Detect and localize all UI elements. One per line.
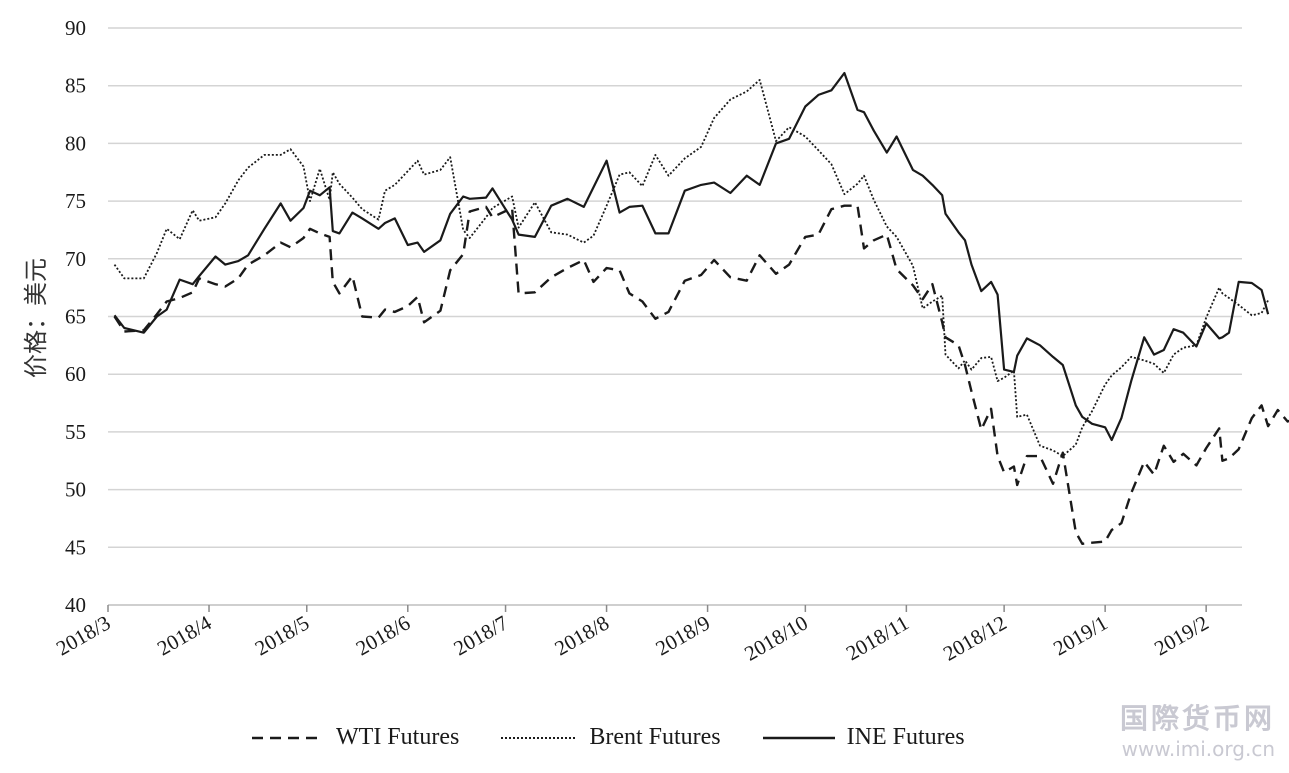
legend-label-brent: Brent Futures <box>589 724 721 750</box>
y-tick-label: 85 <box>65 74 86 98</box>
y-tick-label: 70 <box>65 247 86 271</box>
watermark-url: www.imi.org.cn <box>1121 737 1275 761</box>
y-tick-label: 90 <box>65 16 86 40</box>
x-tick-label: 2018/5 <box>251 611 314 661</box>
legend-label-wti: WTI Futures <box>336 724 460 750</box>
x-axis-ticks: 2018/3 2018/4 2018/5 2018/6 2018/7 2018/8 2018… <box>52 605 1213 666</box>
grid-lines <box>108 27 1242 549</box>
watermark-brand: 国際货币网 <box>1119 702 1275 735</box>
y-tick-label: 50 <box>65 478 86 502</box>
legend-item-ine: INE Futures <box>761 724 965 751</box>
series-line-brent <box>113 79 1269 457</box>
legend: WTI Futures Brent Futures INE Futures <box>250 724 965 751</box>
y-tick-label: 65 <box>65 305 86 329</box>
y-axis-ticks: 40 45 50 55 60 65 70 75 80 85 90 <box>65 16 86 617</box>
x-tick-label: 2018/9 <box>652 611 715 661</box>
legend-swatch-dashed <box>252 736 324 739</box>
y-tick-label: 40 <box>65 593 86 617</box>
legend-item-brent: Brent Futures <box>499 724 721 751</box>
y-tick-label: 55 <box>65 420 86 444</box>
legend-swatch-dotted <box>501 736 578 739</box>
x-tick-label: 2018/7 <box>450 611 513 661</box>
watermark: 国際货币网 www.imi.org.cn <box>1120 697 1275 761</box>
y-tick-label: 60 <box>65 362 86 386</box>
x-tick-label: 2018/4 <box>153 610 216 660</box>
x-tick-label: 2019/1 <box>1049 611 1112 661</box>
legend-swatch-solid <box>762 736 835 739</box>
series-line-ine <box>113 71 1270 442</box>
x-tick-label: 2018/10 <box>740 611 812 666</box>
y-tick-label: 75 <box>65 189 86 213</box>
legend-item-wti: WTI Futures <box>250 724 459 751</box>
y-tick-label: 80 <box>65 131 86 155</box>
x-tick-label: 2019/2 <box>1150 611 1213 661</box>
legend-label-ine: INE Futures <box>846 724 965 750</box>
x-tick-label: 2018/3 <box>52 611 115 661</box>
y-tick-label: 45 <box>65 535 86 559</box>
x-tick-label: 2018/12 <box>939 611 1011 666</box>
x-tick-label: 2018/11 <box>842 611 913 666</box>
series-line-wti <box>113 204 1289 545</box>
x-tick-label: 2018/8 <box>551 611 614 661</box>
x-tick-label: 2018/6 <box>352 611 415 661</box>
y-axis-label: 价格：美元 <box>23 258 50 378</box>
series-lines <box>113 71 1289 545</box>
